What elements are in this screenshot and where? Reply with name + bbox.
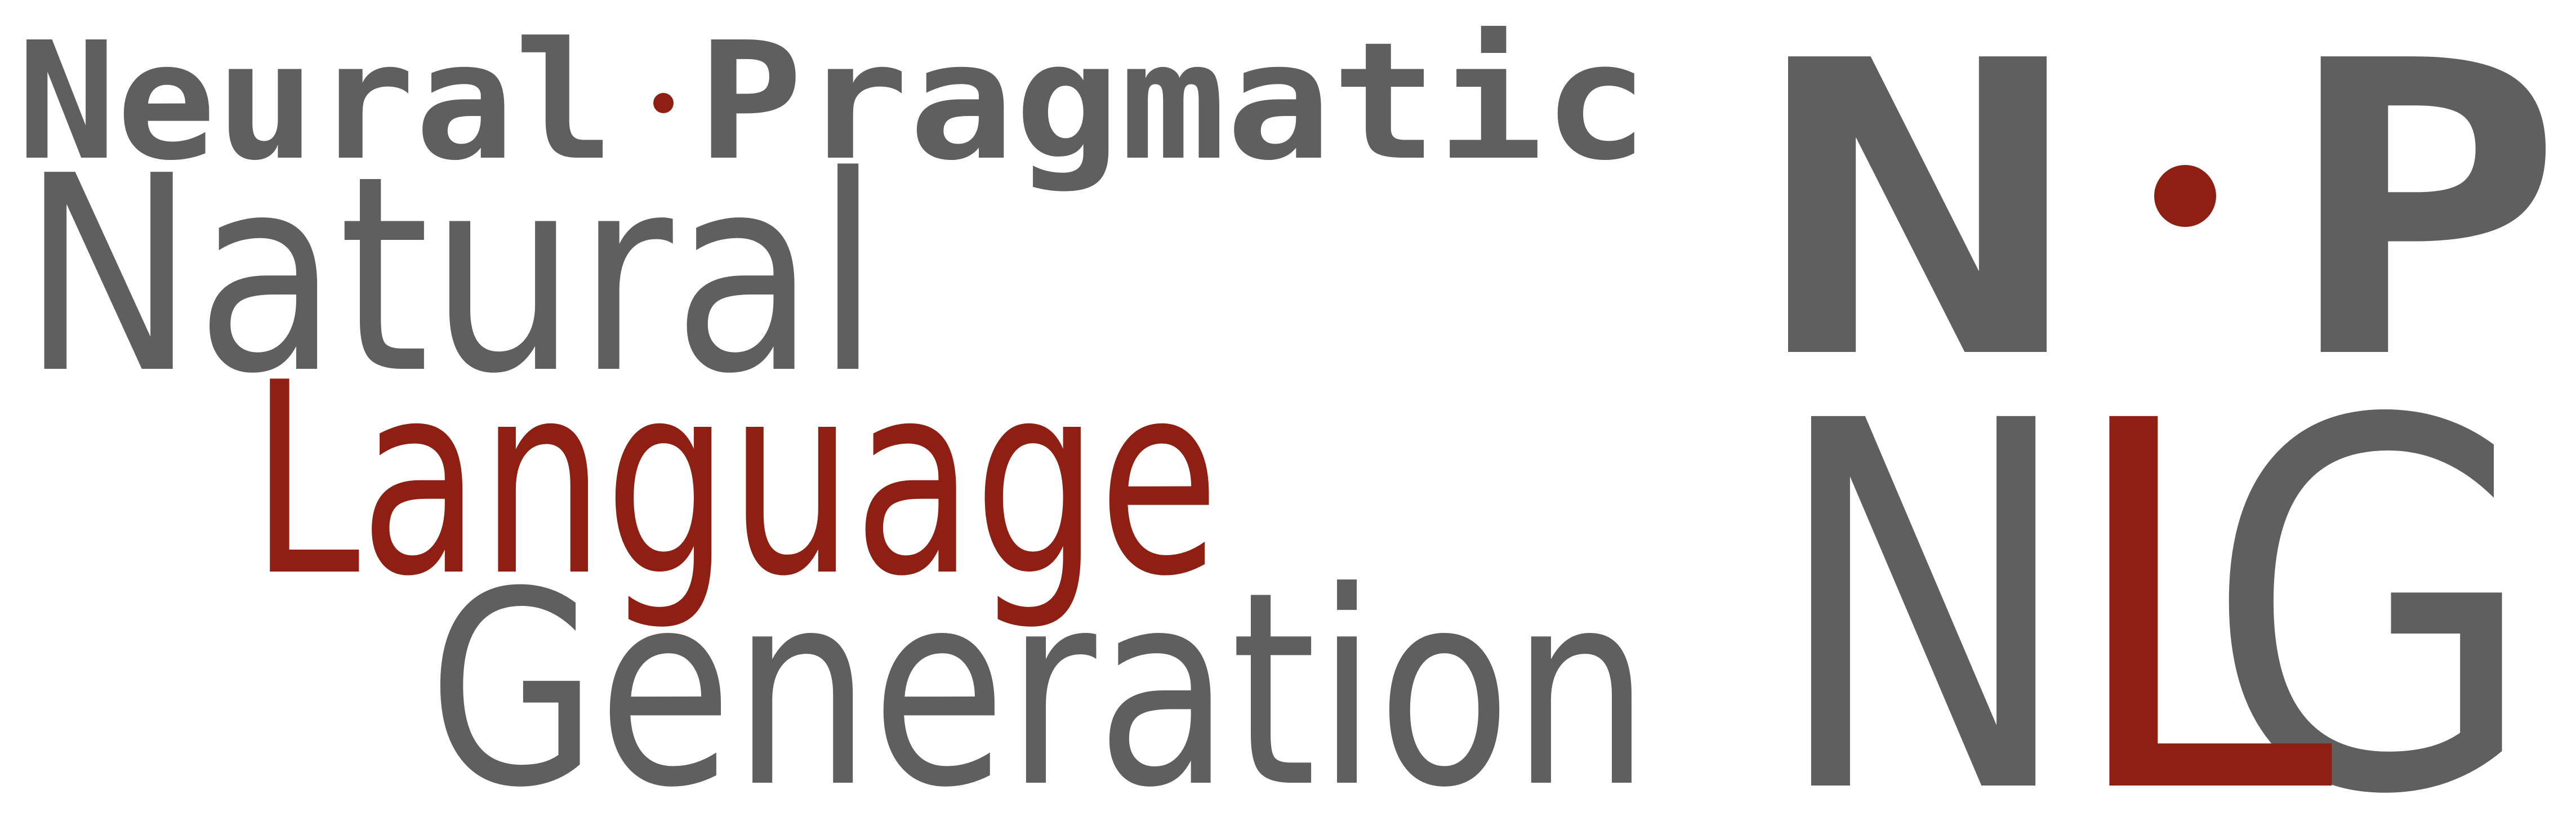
monogram-letter-l: L [2061,316,2337,821]
tagline-neural: Neural [17,7,614,196]
monogram-separator-dot [2154,165,2216,227]
word-natural: Natural [21,118,880,433]
monogram-np: N P [1757,0,2565,448]
wordmark: Neural Pragmatic Natural Language Genera… [17,7,1650,821]
monogram: N P G N L [1757,0,2565,821]
monogram-nlg: G N L [1771,316,2537,821]
monogram-letter-p-top: P [2284,0,2565,448]
monogram-letter-g: G [2205,316,2537,821]
tagline: Neural Pragmatic [17,7,1649,196]
tagline-pragmatic: Pragmatic [697,7,1649,196]
word-generation: Generation [428,535,1650,821]
tagline-separator-dot [653,93,674,113]
monogram-letter-n-top: N [1757,0,2078,448]
word-language: Language [251,326,1219,634]
monogram-letter-n-bottom: N [1771,316,2075,821]
